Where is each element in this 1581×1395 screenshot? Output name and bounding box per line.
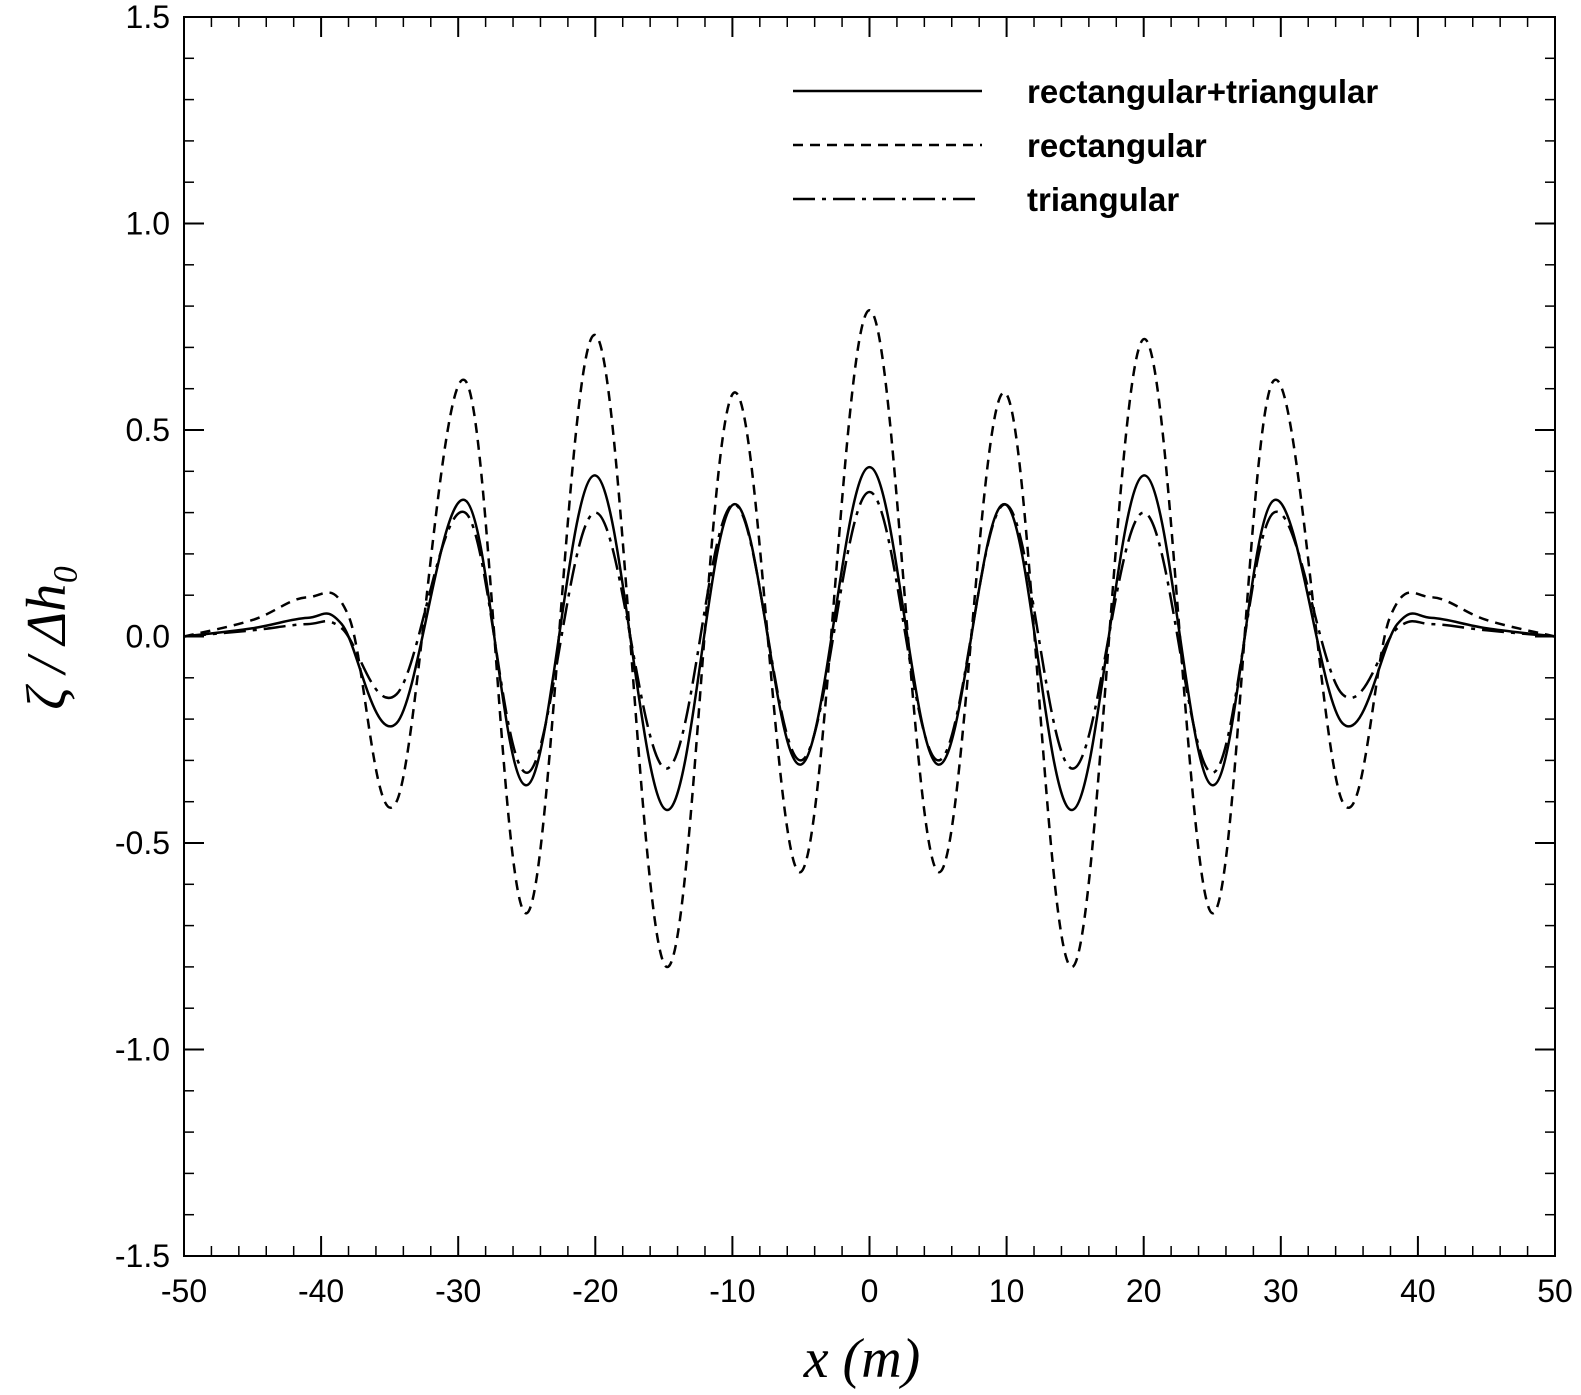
y-tick-label: 1.5 [126,0,170,35]
legend-label: rectangular [1027,127,1207,164]
y-tick-label: 0.5 [126,412,170,448]
series-line [183,465,1556,812]
x-tick-label: -10 [709,1273,755,1309]
y-tick-label: -1.0 [115,1032,170,1068]
x-tick-label: 50 [1537,1273,1573,1309]
x-tick-label: 40 [1400,1273,1436,1309]
plot-area [183,16,1556,1257]
x-tick-label: -20 [572,1273,618,1309]
series-line [183,308,1556,969]
x-tick-label: 10 [989,1273,1025,1309]
x-axis-title: x (m) [803,1328,921,1390]
plot-border [183,16,1556,1257]
x-tick-label: 30 [1263,1273,1299,1309]
legend-label: triangular [1027,181,1179,218]
y-axis: -1.5 -1.0 -0.5 0.0 0.5 1.0 1.5 [115,0,1555,1274]
x-tick-label: -50 [161,1273,207,1309]
y-tick-label: 1.0 [126,206,170,242]
y-tick-label: 0.0 [126,619,170,655]
x-tick-label: 0 [861,1273,879,1309]
x-axis: -50 -40 -30 -20 -10 0 10 20 30 40 50 [161,17,1573,1309]
legend-label: rectangular+triangular [1027,73,1378,110]
x-tick-label: -40 [298,1273,344,1309]
y-tick-label: -0.5 [115,825,170,861]
y-axis-title: ζ / Δh₀ [16,564,78,710]
legend: rectangular+triangular rectangular triangu… [793,73,1378,218]
series-line [183,490,1556,775]
series-lines [183,308,1556,969]
x-tick-label: 20 [1126,1273,1162,1309]
y-tick-label: -1.5 [115,1238,170,1274]
x-tick-label: -30 [435,1273,481,1309]
